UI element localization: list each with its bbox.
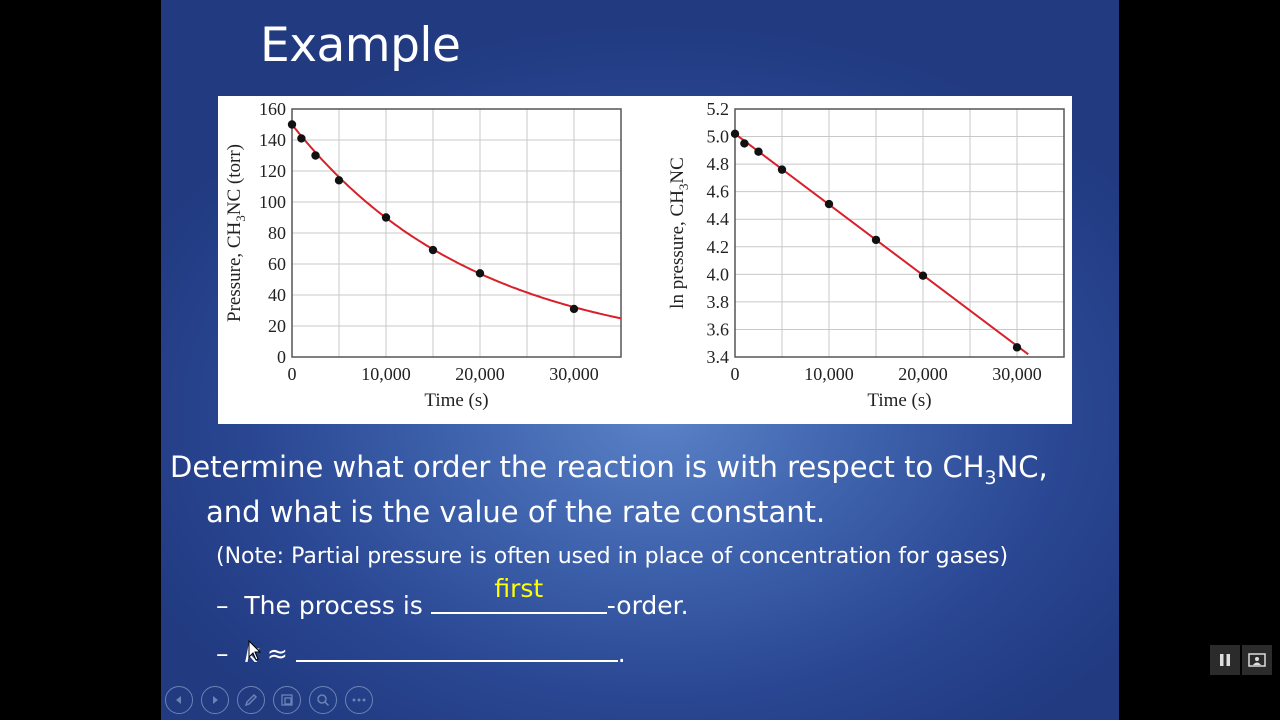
y-tick-label: 4.8	[707, 154, 730, 174]
question-line-1: Determine what order the reaction is wit…	[170, 450, 1048, 489]
bullet-rate-suffix: .	[617, 639, 626, 668]
plot-frame	[291, 108, 622, 358]
y-tick-label: 100	[259, 192, 286, 212]
data-point	[287, 120, 297, 129]
data-point	[918, 271, 928, 280]
bullet-order-label: The process is	[244, 591, 423, 620]
data-point	[334, 176, 344, 185]
y-tick-label: 3.6	[707, 319, 730, 339]
mouse-cursor-icon	[248, 640, 262, 661]
x-tick-label: 30,000	[992, 364, 1042, 384]
chart-2: 3.4 3.6 3.8 4.0 4.2 4.4 4.6 4.8 5.0 5.2 0 10,000 20,…	[667, 99, 1065, 411]
x-tick-label: 0	[731, 364, 740, 384]
player-buttons	[1210, 645, 1272, 675]
bullet-order-suffix: -order.	[606, 591, 689, 620]
bullet-rate-constant: – k ≈ .	[216, 634, 626, 668]
question-text-a: Determine what order the reaction is wit…	[170, 450, 985, 484]
bullet-order: – The process is first -order.	[216, 574, 689, 620]
slide: Example 0 20 40 60 80 100 120 140 160 0 10,000 20,0…	[161, 0, 1119, 720]
question-subscript: 3	[984, 466, 997, 489]
zoom-icon[interactable]	[309, 686, 337, 714]
data-point	[569, 304, 579, 314]
x-tick-label: 20,000	[898, 364, 948, 384]
question-line-2: and what is the value of the rate consta…	[206, 495, 826, 529]
y-tick-label: 160	[259, 99, 286, 119]
plot-frame	[734, 108, 1065, 358]
data-point	[297, 134, 306, 143]
pen-icon[interactable]	[237, 686, 265, 714]
x-tick-label: 30,000	[549, 364, 599, 384]
next-icon[interactable]	[201, 686, 229, 714]
figure-panel: 0 20 40 60 80 100 120 140 160 0 10,000 20,000 30,000…	[218, 96, 1072, 424]
pause-icon[interactable]	[1210, 645, 1240, 675]
data-point	[730, 129, 740, 138]
rate-constant-blank	[295, 634, 618, 662]
bullet-dash: –	[216, 639, 229, 668]
y-tick-label: 5.2	[707, 99, 730, 119]
order-blank: first	[430, 574, 607, 614]
y-tick-label: 20	[268, 316, 286, 336]
y-tick-label: 4.4	[707, 209, 730, 229]
bullet-dash: –	[216, 591, 229, 620]
y-tick-label: 140	[259, 130, 286, 150]
x-axis-label: Time (s)	[424, 390, 488, 411]
data-point	[428, 245, 438, 255]
y-axis-label: Pressure, CH3NC (torr)	[224, 144, 248, 322]
y-tick-label: 120	[259, 161, 286, 181]
y-tick-label: 3.4	[707, 347, 730, 367]
question-text-b: NC,	[996, 450, 1048, 484]
data-point	[381, 213, 391, 222]
x-axis-label: Time (s)	[867, 390, 931, 411]
x-tick-label: 10,000	[361, 364, 411, 384]
data-point	[777, 165, 787, 174]
data-point	[475, 269, 485, 278]
data-point	[754, 147, 763, 156]
approx-symbol: ≈	[266, 639, 288, 668]
y-tick-label: 80	[268, 223, 286, 243]
data-point	[871, 235, 881, 245]
y-axis-label: ln pressure, CH3NC	[667, 157, 691, 309]
slideshow-controls	[165, 686, 373, 714]
previous-icon[interactable]	[165, 686, 193, 714]
order-answer: first	[494, 574, 544, 603]
x-tick-label: 20,000	[455, 364, 505, 384]
data-point	[824, 199, 834, 209]
x-tick-label: 0	[288, 364, 297, 384]
slides-icon[interactable]	[273, 686, 301, 714]
y-tick-label: 5.0	[707, 127, 730, 147]
presenter-icon[interactable]	[1242, 645, 1272, 675]
slide-title: Example	[260, 18, 461, 73]
y-tick-label: 4.6	[707, 182, 730, 202]
y-tick-label: 40	[268, 285, 286, 305]
y-tick-label: 3.8	[707, 292, 730, 312]
note-text: (Note: Partial pressure is often used in…	[216, 544, 1009, 569]
fit-curve	[291, 123, 622, 320]
data-point	[311, 151, 320, 160]
y-tick-label: 4.0	[707, 264, 730, 284]
y-tick-label: 60	[268, 254, 286, 274]
y-tick-label: 4.2	[707, 237, 730, 257]
chart-1: 0 20 40 60 80 100 120 140 160 0 10,000 20,000 30,000…	[224, 99, 622, 411]
more-icon[interactable]	[345, 686, 373, 714]
data-point	[740, 139, 749, 148]
x-tick-label: 10,000	[804, 364, 854, 384]
charts-svg: 0 20 40 60 80 100 120 140 160 0 10,000 20,000 30,000…	[224, 99, 1065, 411]
data-point	[1012, 343, 1022, 352]
y-tick-label: 0	[277, 347, 286, 367]
